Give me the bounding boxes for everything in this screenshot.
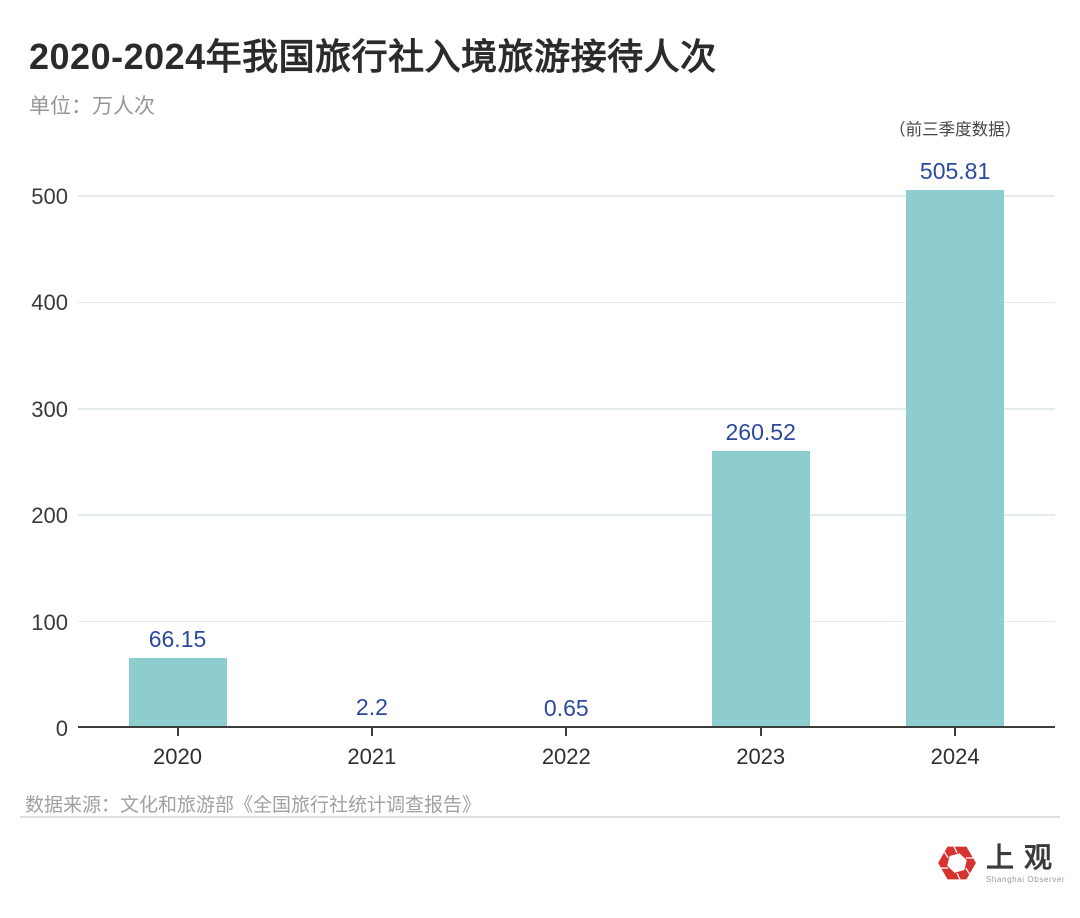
gridline xyxy=(78,195,1055,197)
y-axis-label: 100 xyxy=(31,609,68,635)
axis-tick xyxy=(176,728,179,736)
axis-tick xyxy=(759,728,762,736)
bar-2024 xyxy=(906,189,1005,728)
axis-tick xyxy=(565,728,568,736)
annotation-note: （前三季度数据） xyxy=(889,121,1022,139)
logo-text-block: 上观 Shanghai Observer xyxy=(986,841,1066,885)
y-axis-label: 0 xyxy=(55,716,68,741)
axis-tick xyxy=(370,728,373,736)
y-axis-label: 500 xyxy=(31,184,68,209)
footer-divider xyxy=(20,816,1060,818)
x-axis-label-2023: 2023 xyxy=(736,744,786,769)
shanghai-observer-logo: 上观 Shanghai Observer xyxy=(936,842,1065,884)
unit-label: 单位：万人次 xyxy=(29,95,155,118)
value-label-2023: 260.52 xyxy=(725,418,796,445)
x-axis-label-2022: 2022 xyxy=(541,744,591,769)
x-axis-label-2021: 2021 xyxy=(347,744,397,769)
y-axis-label: 300 xyxy=(31,396,68,422)
x-axis-label-2024: 2024 xyxy=(930,744,980,769)
gridline xyxy=(78,301,1055,304)
logo-text-en: Shanghai Observer xyxy=(986,875,1066,884)
bar-2020 xyxy=(128,657,227,728)
logo-aperture-icon xyxy=(938,846,976,880)
value-label-2024: 505.81 xyxy=(919,157,991,184)
bar-2023 xyxy=(711,450,810,728)
chart-title: 2020-2024年我国旅行社入境旅游接待人次 xyxy=(29,36,717,77)
x-axis-label-2020: 2020 xyxy=(153,744,202,769)
y-axis-label: 200 xyxy=(31,503,68,529)
gridline xyxy=(78,620,1055,623)
axis-tick xyxy=(954,728,957,736)
source-text: 数据来源：文化和旅游部《全国旅行社统计调查报告》 xyxy=(25,795,482,816)
value-label-2022: 0.65 xyxy=(543,695,589,721)
value-label-2020: 66.15 xyxy=(148,625,207,652)
logo-text-cn: 上观 xyxy=(986,841,1063,874)
gridline xyxy=(78,514,1055,516)
gridline xyxy=(78,408,1055,410)
y-axis-label: 400 xyxy=(31,290,68,316)
value-label-2021: 2.2 xyxy=(355,693,388,720)
x-axis-line xyxy=(78,726,1055,728)
